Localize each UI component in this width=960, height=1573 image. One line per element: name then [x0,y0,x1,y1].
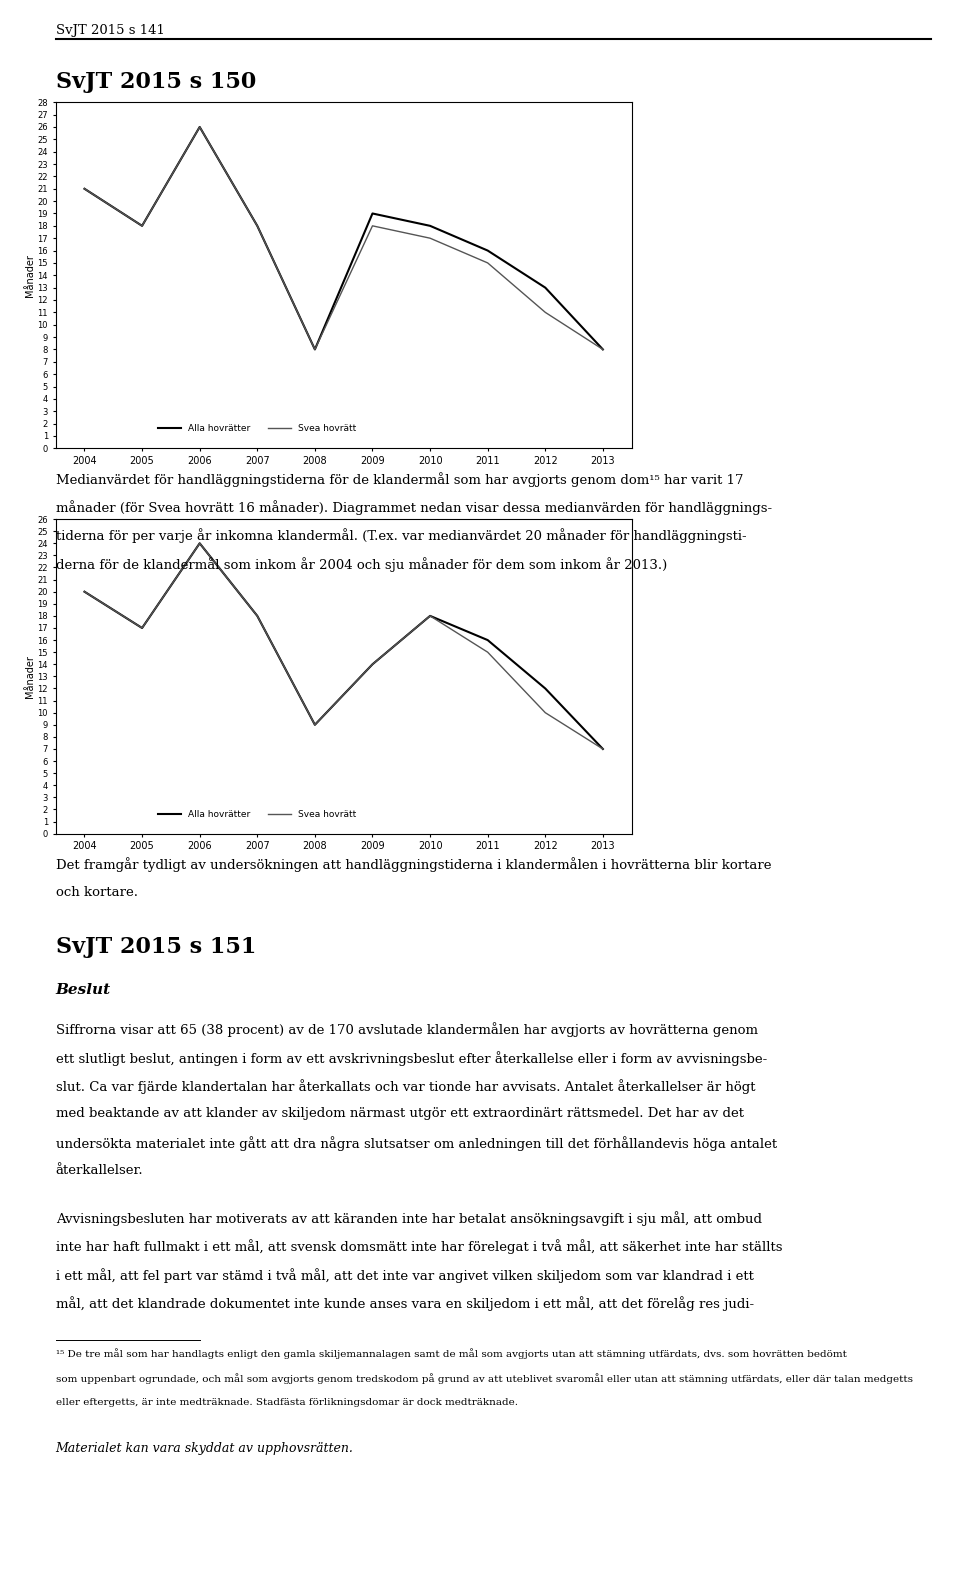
Alla hovrätter [540,680,551,698]
Svea hovrätt [540,703,551,722]
Text: eller eftergetts, är inte medträknade. Stadfästa förlikningsdomar är dock medträ: eller eftergetts, är inte medträknade. S… [56,1398,517,1408]
Svea hovrätt [309,716,321,735]
Text: ¹⁵ De tre mål som har handlagts enligt den gamla skiljemannalagen samt de mål so: ¹⁵ De tre mål som har handlagts enligt d… [56,1348,847,1359]
Alla hovrätter [597,340,609,359]
Alla hovrätter [136,217,148,236]
Text: slut. Ca var fjärde klandertalan har återkallats och var tionde har avvisats. An: slut. Ca var fjärde klandertalan har åte… [56,1079,756,1093]
Alla hovrätter [79,179,90,198]
Y-axis label: Månader: Månader [25,654,35,698]
Text: Avvisningsbesluten har motiverats av att käranden inte har betalat ansökningsavg: Avvisningsbesluten har motiverats av att… [56,1211,761,1225]
Svea hovrätt [136,618,148,637]
Text: mål, att det klandrade dokumentet inte kunde anses vara en skiljedom i ett mål, : mål, att det klandrade dokumentet inte k… [56,1296,754,1310]
Svea hovrätt [79,582,90,601]
Alla hovrätter [309,716,321,735]
Alla hovrätter [309,340,321,359]
Text: SvJT 2015 s 151: SvJT 2015 s 151 [56,936,256,958]
Alla hovrätter [482,631,493,650]
Text: som uppenbart ogrundade, och mål som avgjorts genom tredskodom på grund av att u: som uppenbart ogrundade, och mål som avg… [56,1373,913,1384]
Svea hovrätt [367,217,378,236]
Svea hovrätt [597,739,609,758]
Alla hovrätter [194,533,205,552]
Text: Beslut: Beslut [56,983,110,997]
Legend: Alla hovrätter, Svea hovrätt: Alla hovrätter, Svea hovrätt [155,420,360,437]
Text: ett slutligt beslut, antingen i form av ett avskrivningsbeslut efter återkallels: ett slutligt beslut, antingen i form av … [56,1051,767,1065]
Text: Siffrorna visar att 65 (38 procent) av de 170 avslutade klandermålen har avgjort: Siffrorna visar att 65 (38 procent) av d… [56,1022,757,1037]
Legend: Alla hovrätter, Svea hovrätt: Alla hovrätter, Svea hovrätt [155,807,360,823]
Svea hovrätt [79,179,90,198]
Text: tiderna för per varje år inkomna klandermål. (T.ex. var medianvärdet 20 månader : tiderna för per varje år inkomna klander… [56,529,746,543]
Svea hovrätt [540,304,551,322]
Svea hovrätt [194,118,205,137]
Alla hovrätter [194,118,205,137]
Svea hovrätt [424,228,436,247]
Line: Alla hovrätter: Alla hovrätter [84,543,603,749]
Text: derna för de klandermål som inkom år 2004 och sju månader för dem som inkom år 2: derna för de klandermål som inkom år 200… [56,557,667,571]
Alla hovrätter [597,739,609,758]
Text: med beaktande av att klander av skiljedom närmast utgör ett extraordinärt rättsm: med beaktande av att klander av skiljedo… [56,1107,744,1120]
Text: återkallelser.: återkallelser. [56,1164,143,1177]
Text: undersökta materialet inte gått att dra några slutsatser om anledningen till det: undersökta materialet inte gått att dra … [56,1136,777,1150]
Y-axis label: Månader: Månader [25,253,35,297]
Svea hovrätt [136,217,148,236]
Alla hovrätter [367,654,378,673]
Alla hovrätter [482,241,493,260]
Svea hovrätt [482,643,493,662]
Line: Svea hovrätt: Svea hovrätt [84,127,603,349]
Svea hovrätt [194,533,205,552]
Text: månader (för Svea hovrätt 16 månader). Diagrammet nedan visar dessa medianvärden: månader (för Svea hovrätt 16 månader). D… [56,500,772,514]
Line: Svea hovrätt: Svea hovrätt [84,543,603,749]
Svea hovrätt [482,253,493,272]
Alla hovrätter [540,278,551,297]
Alla hovrätter [367,204,378,223]
Text: Medianvärdet för handläggningstiderna för de klandermål som har avgjorts genom d: Medianvärdet för handläggningstiderna fö… [56,472,743,486]
Svea hovrätt [424,607,436,626]
Alla hovrätter [136,618,148,637]
Alla hovrätter [252,217,263,236]
Text: SvJT 2015 s 141: SvJT 2015 s 141 [56,24,164,36]
Alla hovrätter [252,607,263,626]
Alla hovrätter [424,607,436,626]
Svea hovrätt [309,340,321,359]
Alla hovrätter [79,582,90,601]
Svea hovrätt [252,217,263,236]
Svea hovrätt [252,607,263,626]
Svea hovrätt [367,654,378,673]
Text: och kortare.: och kortare. [56,886,137,898]
Line: Alla hovrätter: Alla hovrätter [84,127,603,349]
Svea hovrätt [597,340,609,359]
Text: inte har haft fullmakt i ett mål, att svensk domsmätt inte har förelegat i två m: inte har haft fullmakt i ett mål, att sv… [56,1240,782,1254]
Alla hovrätter [424,217,436,236]
Text: SvJT 2015 s 150: SvJT 2015 s 150 [56,71,256,93]
Text: Det framgår tydligt av undersökningen att handläggningstiderna i klandermålen i : Det framgår tydligt av undersökningen at… [56,857,771,871]
Text: Materialet kan vara skyddat av upphovsrätten.: Materialet kan vara skyddat av upphovsrä… [56,1442,353,1455]
Text: i ett mål, att fel part var stämd i två mål, att det inte var angivet vilken ski: i ett mål, att fel part var stämd i två … [56,1268,754,1282]
